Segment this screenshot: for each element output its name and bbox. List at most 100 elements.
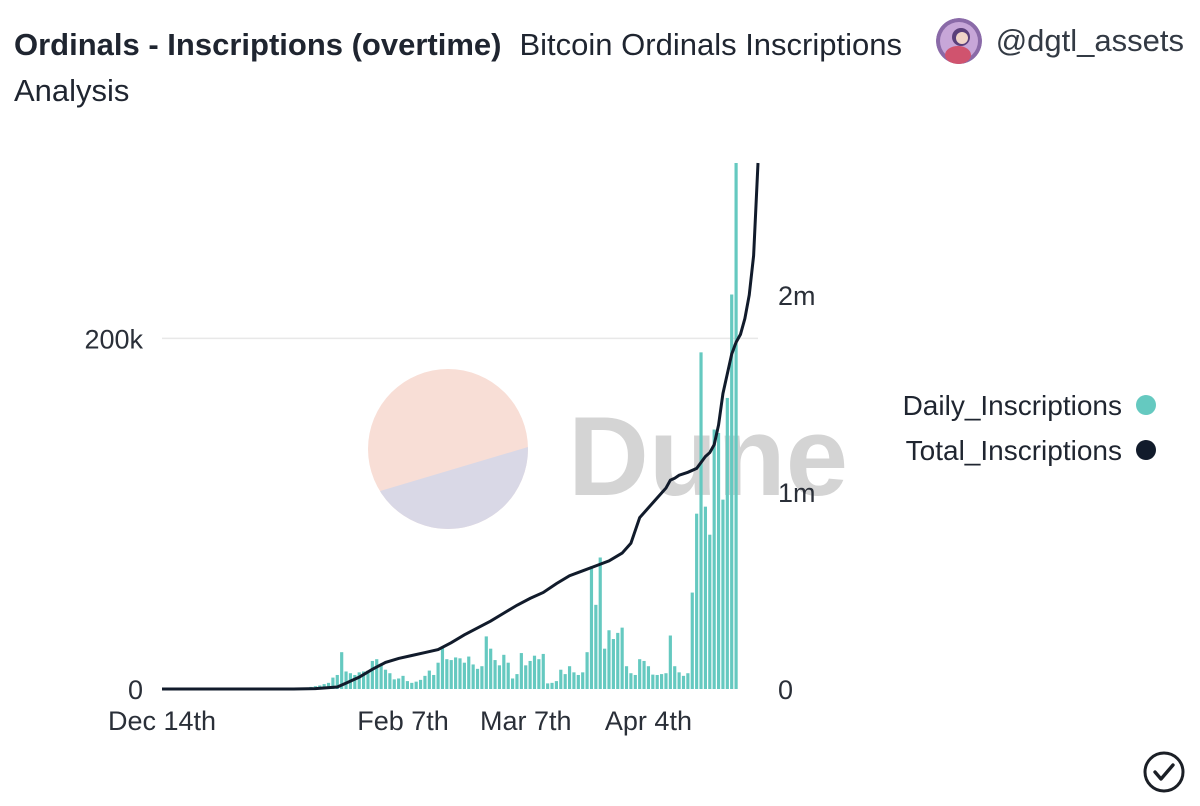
daily-bar [528,660,532,689]
daily-bar [502,654,506,689]
daily-bar [730,294,734,689]
daily-bar [383,669,388,689]
daily-bar [673,666,677,689]
daily-bar [414,681,418,689]
avatar-icon[interactable] [935,18,982,64]
daily-bar [532,655,537,689]
daily-bar [681,675,686,689]
right-axis: 0 1m 2m [778,281,816,705]
daily-bar [375,659,379,689]
right-tick-label: 0 [778,675,793,705]
daily-bar [436,662,440,689]
daily-bar [581,672,585,689]
daily-bar [340,652,344,689]
legend: Daily_Inscriptions Total_Inscriptions [903,390,1156,466]
daily-bar [651,674,655,689]
x-tick-label: Apr 4th [605,706,692,736]
daily-bar [716,433,721,689]
daily-bar [458,658,462,689]
daily-bar [519,653,523,689]
daily-bar [589,566,594,689]
daily-bar [331,677,335,689]
daily-bar [480,666,484,689]
daily-bar [432,674,436,689]
daily-bar [563,674,567,689]
daily-bar [454,657,458,689]
daily-bar [611,639,615,689]
daily-bar [388,673,392,689]
daily-bar [397,678,401,689]
daily-bar [567,666,572,689]
daily-bar [489,648,493,689]
dune-watermark: Dune [368,369,848,529]
daily-bar [418,679,423,689]
legend-marker [1136,395,1156,415]
daily-bar [690,592,694,689]
daily-bar [405,681,409,689]
daily-bar [725,397,729,689]
legend-label: Total_Inscriptions [906,435,1122,466]
x-tick-label: Feb 7th [357,706,449,736]
daily-bar [559,669,563,689]
daily-bar [620,627,624,689]
daily-bar [515,674,519,689]
daily-bar [734,163,738,689]
daily-bar [370,660,374,689]
daily-bar [344,671,348,689]
daily-bar [655,674,659,689]
daily-bar [576,674,580,689]
daily-bar [660,674,664,689]
daily-bar [449,660,453,689]
daily-bar [629,673,633,689]
daily-bar [362,671,366,689]
daily-bar [638,659,642,689]
total-inscriptions-line [162,162,760,691]
daily-bar [668,635,672,689]
chart-title: Ordinals - Inscriptions (overtime) [14,27,502,62]
right-tick-label: 1m [778,478,816,508]
daily-bar [462,662,466,689]
daily-bar [467,656,471,689]
daily-bar [695,513,699,689]
daily-bar [335,674,339,689]
daily-bar [497,665,502,689]
daily-bar [357,672,361,689]
daily-bar [423,675,427,689]
author-handle[interactable]: @dgtl_assets [995,23,1184,58]
daily-bar [506,662,510,689]
daily-bar [624,666,629,689]
left-tick-label: 0 [128,675,143,705]
daily-bar [677,672,681,689]
daily-bar [664,673,668,689]
daily-bar [379,664,383,689]
watermark-text: Dune [568,394,848,519]
daily-bar [703,506,707,689]
daily-bar [445,659,449,689]
right-tick-label: 2m [778,281,816,311]
daily-bar [484,636,488,689]
daily-bar [427,670,431,689]
daily-bar [708,534,712,689]
author-link[interactable]: @dgtl_assets [935,18,1184,64]
daily-bar [546,683,550,689]
daily-bar [524,665,528,689]
daily-bar [511,678,515,689]
daily-bar [699,352,703,689]
check-circle-icon[interactable] [1142,750,1186,799]
daily-inscriptions-bars [300,163,738,689]
x-tick-label: Mar 7th [480,706,572,736]
daily-bar [598,557,602,689]
daily-bar [594,604,598,689]
daily-bar [572,672,576,689]
daily-bar [366,670,370,689]
daily-bar [326,682,331,689]
legend-label: Daily_Inscriptions [903,390,1122,421]
daily-bar [646,666,651,689]
daily-bar [537,659,541,689]
daily-bar [471,664,475,689]
daily-bar [642,660,646,689]
daily-bar [585,652,589,689]
chart-header: Ordinals - Inscriptions (overtime) Bitcoi… [14,22,914,114]
daily-bar [475,668,480,689]
